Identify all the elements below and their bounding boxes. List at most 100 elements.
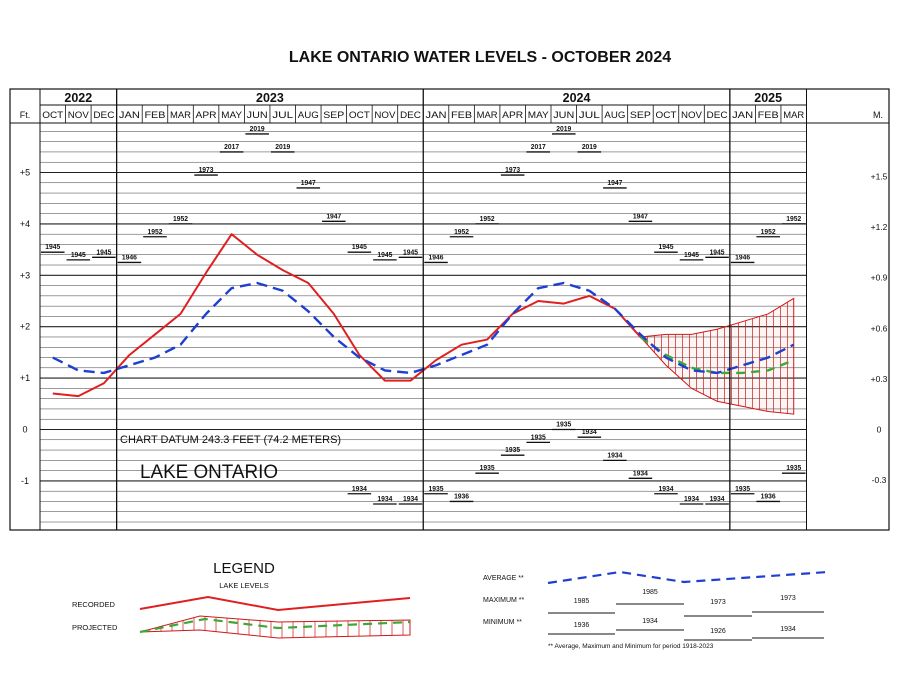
month-label: NOV — [374, 110, 396, 121]
minimum-year-label: 1935 — [786, 463, 801, 472]
y-tick-label-right: +0.3 — [871, 374, 888, 384]
maximum-year-label: 1947 — [326, 211, 341, 220]
month-label: OCT — [349, 110, 370, 121]
minimum-year-label: 1934 — [582, 427, 597, 436]
year-label: 2024 — [563, 91, 591, 105]
y-tick-label-left: +3 — [20, 270, 30, 280]
legend-minimum-sample: 1926 — [710, 628, 726, 635]
y-tick-label-right: +0.6 — [871, 323, 888, 333]
y-tick-label-left: 0 — [22, 425, 27, 435]
maximum-year-label: 1945 — [352, 242, 367, 251]
maximum-year-label: 1973 — [199, 165, 214, 174]
y-tick-label-left: +5 — [20, 168, 30, 178]
maximum-year-label: 1945 — [96, 247, 111, 256]
right-unit-label: M. — [873, 110, 883, 120]
maximum-year-label: 1945 — [377, 250, 392, 259]
month-label: SEP — [630, 110, 651, 121]
legend-minimum-label: MINIMUM ** — [483, 619, 522, 626]
chart-title: LAKE ONTARIO WATER LEVELS - OCTOBER 2024 — [289, 49, 671, 66]
minimum-year-label: 1936 — [761, 491, 776, 500]
left-unit-label: Ft. — [20, 110, 31, 120]
maximum-year-label: 1947 — [633, 211, 648, 220]
month-label: FEB — [144, 110, 165, 121]
y-tick-label-right: 0 — [877, 425, 882, 435]
month-label: NOV — [68, 110, 90, 121]
month-label: OCT — [42, 110, 63, 121]
maximum-year-label: 1952 — [454, 227, 469, 236]
legend-maximum-sample: 1973 — [780, 595, 796, 602]
legend-maximum-label: MAXIMUM ** — [483, 597, 525, 604]
legend-recorded-line — [139, 595, 411, 612]
y-tick-label-right: +1.2 — [871, 222, 888, 232]
month-label: DEC — [707, 110, 728, 121]
projected-line — [639, 335, 795, 375]
maximum-year-label: 1952 — [761, 227, 776, 236]
maximum-year-label: 2019 — [275, 142, 290, 151]
maximum-year-label: 1945 — [403, 247, 418, 256]
legend-footnote: ** Average, Maximum and Minimum for peri… — [548, 643, 714, 650]
month-label: AUG — [604, 110, 625, 121]
legend-maximum-sample: 1985 — [642, 589, 658, 596]
legend-projected-line — [139, 617, 411, 634]
minimum-year-label: 1934 — [352, 484, 367, 493]
month-label: NOV — [681, 110, 703, 121]
legend-projected-label: PROJECTED — [72, 623, 118, 632]
maximum-year-label: 1945 — [710, 247, 725, 256]
minimum-year-label: 1934 — [684, 494, 699, 503]
month-label: APR — [502, 110, 523, 121]
minimum-year-label: 1935 — [556, 420, 571, 429]
y-tick-label-left: +1 — [20, 373, 30, 383]
month-label: MAR — [783, 110, 804, 121]
maximum-year-label: 1946 — [735, 252, 750, 261]
maximum-year-label: 1952 — [173, 214, 188, 223]
lake-label: LAKE ONTARIO — [140, 462, 278, 483]
recorded-line — [52, 233, 642, 398]
minimum-year-label: 1934 — [710, 494, 725, 503]
projection-band — [639, 297, 795, 415]
month-label: JAN — [426, 110, 447, 121]
minimum-year-label: 1935 — [480, 463, 495, 472]
maximum-year-label: 1945 — [658, 242, 673, 251]
month-label: JUL — [272, 110, 293, 121]
maximum-year-label: 2019 — [250, 124, 265, 133]
month-label: DEC — [93, 110, 114, 121]
minimum-year-label: 1936 — [454, 491, 469, 500]
minimum-year-label: 1934 — [607, 450, 622, 459]
month-label: OCT — [655, 110, 676, 121]
legend-title: LEGEND — [213, 560, 275, 577]
maximum-year-label: 1946 — [122, 252, 137, 261]
month-label: JUN — [553, 110, 574, 121]
maximum-year-label: 2017 — [531, 142, 546, 151]
month-label: JUN — [247, 110, 268, 121]
legend-projected-sample — [139, 615, 411, 639]
month-label: JAN — [732, 110, 753, 121]
month-label: JAN — [119, 110, 140, 121]
datum-note: CHART DATUM 243.3 FEET (74.2 METERS) — [120, 434, 341, 446]
maximum-year-label: 1952 — [786, 214, 801, 223]
maximum-year-label: 1945 — [45, 242, 60, 251]
legend-minimum-sample: 1934 — [780, 626, 796, 633]
y-tick-label-left: -1 — [21, 476, 29, 486]
maximum-year-label: 1945 — [71, 250, 86, 259]
minimum-year-label: 1934 — [377, 494, 392, 503]
maximum-year-label: 1952 — [480, 214, 495, 223]
month-label: JUL — [579, 110, 600, 121]
maximum-year-label: 1973 — [505, 165, 520, 174]
legend-minimum-sample: 1934 — [642, 618, 658, 625]
chart-frame — [9, 88, 890, 531]
maximum-year-label: 2019 — [582, 142, 597, 151]
y-tick-label-left: +2 — [20, 322, 30, 332]
minimum-year-label: 1935 — [505, 445, 520, 454]
legend-minimum-sample: 1936 — [574, 622, 590, 629]
year-label: 2023 — [256, 91, 284, 105]
legend-projected-band — [139, 615, 411, 639]
legend-average-label: AVERAGE ** — [483, 575, 524, 582]
y-tick-label-right: +1.5 — [871, 172, 888, 182]
legend-recorded-label: RECORDED — [72, 600, 116, 609]
maximum-year-label: 1952 — [147, 227, 162, 236]
month-label: AUG — [298, 110, 319, 121]
minimum-year-label: 1935 — [429, 484, 444, 493]
month-label: DEC — [400, 110, 421, 121]
